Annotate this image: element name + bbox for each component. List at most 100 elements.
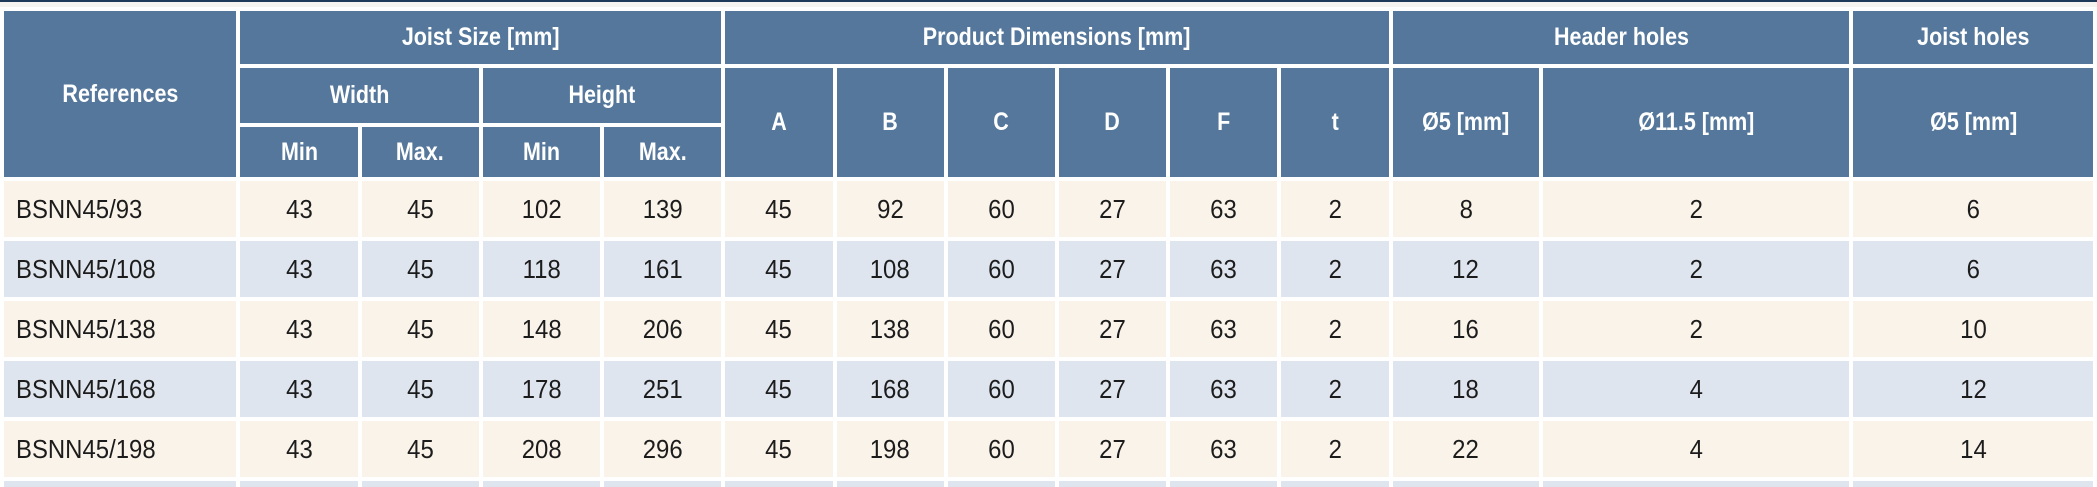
width-min-label: Min bbox=[280, 137, 318, 166]
width-max-cell: 45 bbox=[361, 421, 479, 477]
dim-c-cell: 60 bbox=[947, 421, 1055, 477]
dim-c-cell: 60 bbox=[947, 181, 1055, 237]
dim-f-cell: 63 bbox=[1170, 421, 1278, 477]
width-max-cell: 45 bbox=[361, 241, 479, 297]
width-label: Width bbox=[329, 81, 390, 109]
col-header-dim-d: D bbox=[1058, 68, 1167, 177]
references-label: References bbox=[62, 79, 179, 108]
header-holes-label: Header holes bbox=[1553, 23, 1689, 51]
dim-d-cell: 27 bbox=[1058, 421, 1167, 477]
dim-d-cell: 27 bbox=[1058, 361, 1167, 417]
dim-b-cell: 92 bbox=[836, 181, 944, 237]
col-header-dim-b: B bbox=[836, 68, 944, 177]
dim-f-cell: 63 bbox=[1170, 361, 1278, 417]
col-header-dim-c: C bbox=[947, 68, 1055, 177]
header-holes-d11-5-cell: 4 bbox=[1542, 361, 1850, 417]
reference-value: BSNN45/198 bbox=[16, 433, 156, 464]
height-min-cell: 102 bbox=[482, 181, 601, 237]
header-holes-d5-cell: 22 bbox=[1392, 421, 1539, 477]
dim-d-cell: 27 bbox=[1058, 241, 1167, 297]
group-header-header-holes: Header holes bbox=[1392, 11, 1850, 64]
dim-b-cell: 108 bbox=[836, 241, 944, 297]
dim-a-cell: 45 bbox=[725, 241, 833, 297]
dim-a-cell: 45 bbox=[725, 361, 833, 417]
dim-b-cell: 138 bbox=[836, 301, 944, 357]
top-strip bbox=[0, 2, 2097, 7]
height-min-cell: 118 bbox=[482, 241, 601, 297]
height-min-cell: 208 bbox=[482, 421, 601, 477]
joist-holes-d5-cell: 12 bbox=[1853, 361, 2093, 417]
joist-holes-d5-cell: 6 bbox=[1853, 241, 2093, 297]
col-header-dim-t: t bbox=[1281, 68, 1389, 177]
col-header-height-max: Max. bbox=[604, 127, 722, 177]
col-header-dim-f: F bbox=[1170, 68, 1278, 177]
dim-b-cell: 168 bbox=[836, 361, 944, 417]
dim-f-cell: 63 bbox=[1170, 301, 1278, 357]
col-header-width-min: Min bbox=[240, 127, 358, 177]
header-holes-d11-5-cell: 2 bbox=[1542, 301, 1850, 357]
width-max-label: Max. bbox=[396, 137, 445, 166]
reference-value: BSNN45/138 bbox=[16, 313, 156, 344]
width-min-cell: 43 bbox=[240, 421, 358, 477]
group-header-joist-size: Joist Size [mm] bbox=[240, 11, 722, 64]
dim-d-label: D bbox=[1104, 108, 1121, 136]
dim-c-cell: 60 bbox=[947, 301, 1055, 357]
header-holes-d5-cell: 12 bbox=[1392, 241, 1539, 297]
width-min-cell: 43 bbox=[240, 361, 358, 417]
height-max-label: Max. bbox=[638, 137, 687, 166]
col-header-width-max: Max. bbox=[361, 127, 479, 177]
joist-holes-d5-cell: 14 bbox=[1853, 421, 2093, 477]
reference-value: BSNN45/93 bbox=[16, 193, 143, 224]
header-group-row: References Joist Size [mm] Product Dimen… bbox=[4, 11, 2093, 177]
height-max-cell: 206 bbox=[604, 301, 722, 357]
dim-c-label: C bbox=[993, 108, 1010, 136]
width-max-cell: 45 bbox=[361, 181, 479, 237]
header-holes-d11-5-cell: 2 bbox=[1542, 241, 1850, 297]
dim-t-cell: 2 bbox=[1281, 421, 1389, 477]
header-holes-d11-5-label: Ø11.5 [mm] bbox=[1638, 108, 1755, 136]
width-min-cell: 43 bbox=[240, 241, 358, 297]
product-dimensions-label: Product Dimensions [mm] bbox=[923, 23, 1191, 51]
dim-d-cell: 27 bbox=[1058, 301, 1167, 357]
height-label: Height bbox=[568, 81, 636, 109]
dim-f-cell: 63 bbox=[1170, 241, 1278, 297]
dim-f-cell: 63 bbox=[1170, 181, 1278, 237]
col-header-height-min: Min bbox=[482, 127, 601, 177]
dim-a-cell: 45 bbox=[725, 301, 833, 357]
joist-size-label: Joist Size [mm] bbox=[402, 23, 560, 51]
dim-a-cell: 45 bbox=[725, 181, 833, 237]
col-header-references: References bbox=[4, 11, 237, 177]
reference-value: BSNN45/168 bbox=[16, 373, 156, 404]
group-header-joist-holes: Joist holes bbox=[1853, 11, 2093, 64]
header-holes-d5-cell: 16 bbox=[1392, 301, 1539, 357]
reference-cell: BSNN45/168 bbox=[4, 361, 237, 417]
table-row: BSNN45/108 43 45 118 161 45 108 60 27 63… bbox=[4, 241, 2093, 297]
reference-cell: BSNN45/93 bbox=[4, 181, 237, 237]
height-min-cell: 178 bbox=[482, 361, 601, 417]
table-row: BSNN45/93 43 45 102 139 45 92 60 27 63 2… bbox=[4, 181, 2093, 237]
col-header-header-holes-d5: Ø5 [mm] bbox=[1392, 68, 1539, 177]
dim-d-cell: 27 bbox=[1058, 181, 1167, 237]
joist-holes-d5-cell: 10 bbox=[1853, 301, 2093, 357]
dim-t-cell: 2 bbox=[1281, 301, 1389, 357]
header-holes-d5-cell: 18 bbox=[1392, 361, 1539, 417]
dim-b-cell: 198 bbox=[836, 421, 944, 477]
table-row: BSNN45/198 43 45 208 296 45 198 60 27 63… bbox=[4, 421, 2093, 477]
reference-cell: BSNN45/198 bbox=[4, 421, 237, 477]
height-min-cell: 148 bbox=[482, 301, 601, 357]
dim-a-cell: 45 bbox=[725, 421, 833, 477]
height-max-cell: 161 bbox=[604, 241, 722, 297]
width-min-cell: 43 bbox=[240, 301, 358, 357]
height-max-cell: 296 bbox=[604, 421, 722, 477]
dim-f-label: F bbox=[1217, 108, 1231, 136]
header-leaf-row: Min Max. Min Max. bbox=[4, 127, 2093, 177]
group-header-product-dimensions: Product Dimensions [mm] bbox=[725, 11, 1389, 64]
dim-t-cell: 2 bbox=[1281, 181, 1389, 237]
width-max-cell: 45 bbox=[361, 301, 479, 357]
joist-holes-label: Joist holes bbox=[1917, 23, 2030, 51]
dim-t-cell: 2 bbox=[1281, 241, 1389, 297]
subgroup-header-width: Width bbox=[240, 68, 479, 123]
table-row-clipped bbox=[4, 481, 2093, 487]
width-max-cell: 45 bbox=[361, 361, 479, 417]
